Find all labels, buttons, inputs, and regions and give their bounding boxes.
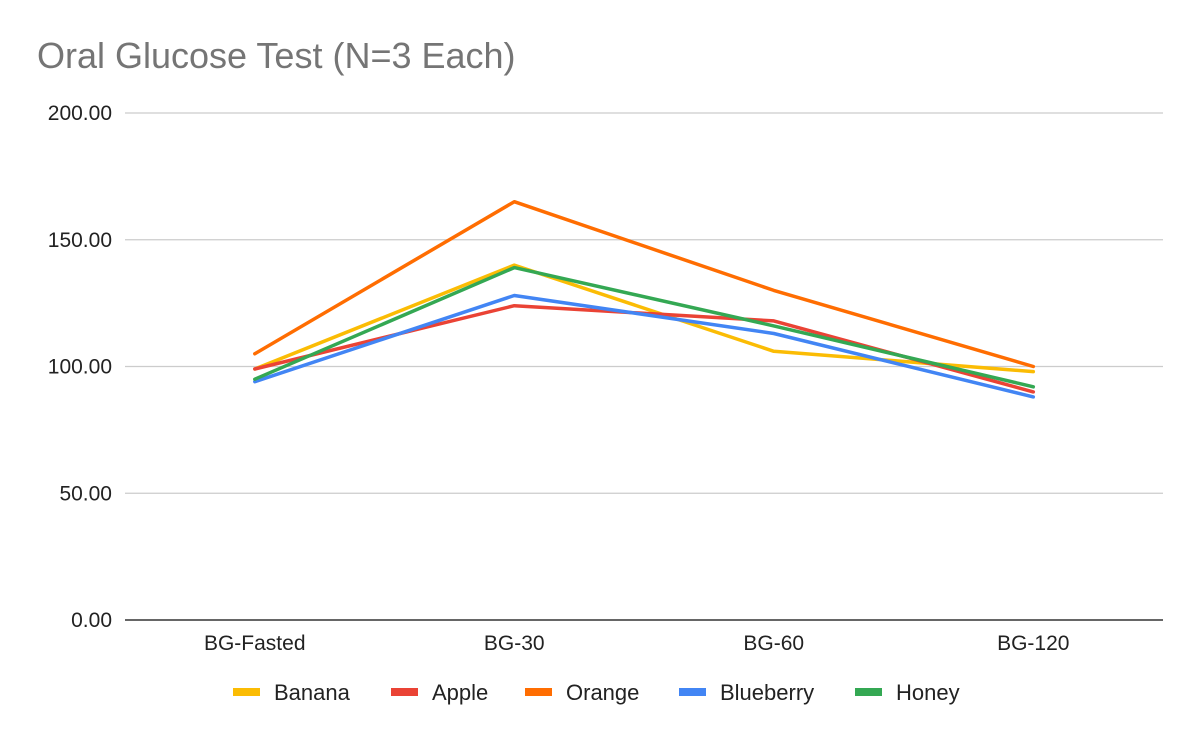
y-tick-label: 0.00 (71, 609, 112, 632)
series-line-blueberry (253, 293, 1036, 399)
legend-swatch-apple (391, 688, 418, 696)
legend-label-apple: Apple (432, 680, 488, 705)
x-axis-tick-labels: BG-Fasted BG-30 BG-60 BG-120 (204, 632, 1069, 655)
legend: Banana Apple Orange Blueberry Honey (233, 680, 960, 705)
y-tick-label: 200.00 (48, 102, 112, 125)
series-lines (253, 199, 1036, 399)
legend-swatch-honey (855, 688, 882, 696)
legend-swatch-banana (233, 688, 260, 696)
legend-label-orange: Orange (566, 680, 639, 705)
x-tick-label: BG-60 (743, 632, 804, 655)
y-tick-label: 100.00 (48, 356, 112, 379)
y-tick-label: 150.00 (48, 229, 112, 252)
x-tick-label: BG-120 (997, 632, 1069, 655)
legend-swatch-blueberry (679, 688, 706, 696)
series-line-apple (253, 303, 1036, 394)
legend-swatch-orange (525, 688, 552, 696)
grid-lines (125, 112, 1163, 494)
y-axis-tick-labels: 0.00 50.00 100.00 150.00 200.00 (48, 102, 112, 632)
legend-label-blueberry: Blueberry (720, 680, 814, 705)
legend-label-banana: Banana (274, 680, 351, 705)
series-line-honey (253, 265, 1036, 389)
x-tick-label: BG-Fasted (204, 632, 306, 655)
chart-title: Oral Glucose Test (N=3 Each) (37, 35, 516, 76)
series-line-banana (253, 263, 1036, 374)
x-tick-label: BG-30 (484, 632, 545, 655)
y-tick-label: 50.00 (59, 482, 112, 505)
legend-label-honey: Honey (896, 680, 960, 705)
series-line-orange (253, 199, 1036, 369)
